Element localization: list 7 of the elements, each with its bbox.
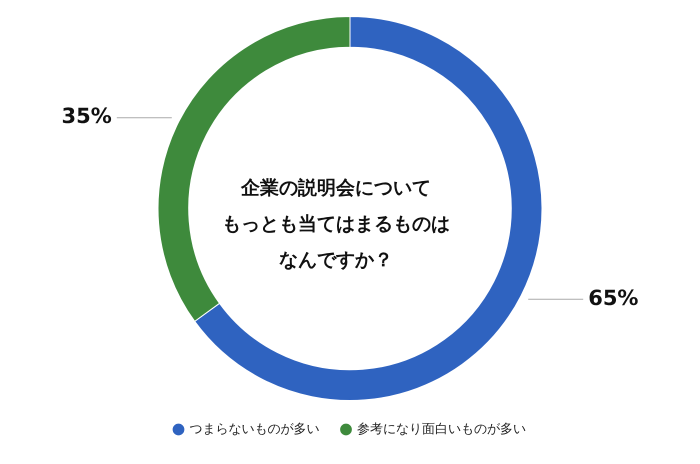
text: 企業の説明会について: [240, 176, 432, 201]
text: なんですか？: [278, 248, 394, 273]
text: もっとも当てはまるものは: [221, 212, 451, 237]
legend-label: 参考になり面白いものが多い: [357, 422, 526, 437]
data-label: 35%: [62, 104, 112, 128]
data-label: 65%: [588, 286, 638, 310]
legend-label: つまらないものが多い: [190, 422, 320, 437]
